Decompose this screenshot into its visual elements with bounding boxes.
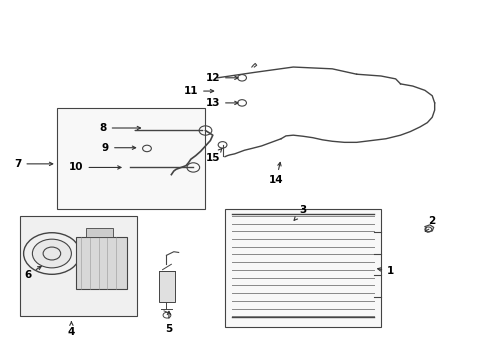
Text: 15: 15 (205, 148, 222, 163)
Text: 10: 10 (69, 162, 121, 172)
Text: 6: 6 (24, 266, 41, 280)
Text: 5: 5 (165, 311, 172, 334)
Bar (76, 237, 127, 289)
Bar (57, 108, 205, 209)
Circle shape (32, 239, 71, 268)
Text: 13: 13 (205, 98, 238, 108)
Text: 4: 4 (67, 321, 75, 337)
Bar (159, 271, 174, 302)
Text: 7: 7 (14, 159, 53, 169)
Text: 9: 9 (102, 143, 135, 153)
Text: 14: 14 (268, 162, 283, 185)
Text: 1: 1 (377, 266, 394, 276)
Bar (86, 228, 113, 237)
Text: 2: 2 (425, 216, 435, 231)
Text: 11: 11 (183, 86, 213, 96)
Text: 8: 8 (99, 123, 140, 133)
Text: 12: 12 (205, 73, 238, 83)
Text: 3: 3 (293, 206, 306, 220)
Bar (224, 209, 380, 327)
Bar (20, 216, 137, 316)
